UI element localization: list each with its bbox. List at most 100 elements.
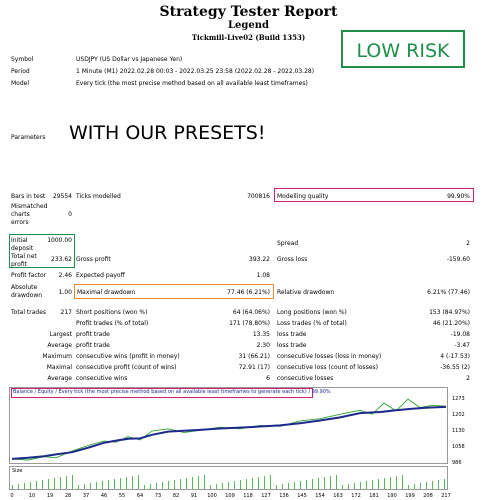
pf-label: Profit factor: [11, 272, 47, 279]
x-tick-label: 100: [207, 493, 217, 499]
x-tick-label: 208: [423, 493, 433, 499]
losstr-value: 46 (21.20%): [432, 320, 470, 327]
max-cons-losses-value: 4 (-17.53): [440, 353, 470, 360]
parameters-value: WITH OUR PRESETS!: [69, 122, 266, 144]
quality-highlight: [274, 188, 474, 202]
spread-value: 2: [466, 240, 470, 247]
pf-value: 2.46: [58, 272, 72, 279]
period-value: 1 Minute (M1) 2022.02.28 00:03 - 2022.03…: [76, 68, 315, 75]
netprofit-label: Total net profit: [11, 253, 37, 268]
period-label: Period: [11, 68, 30, 75]
chart-legend: Balance / Equity / Every tick (the most …: [13, 389, 331, 395]
mismatch-value: 0: [68, 211, 72, 218]
grossloss-label: Gross loss: [277, 256, 308, 263]
losstr-label: Loss trades (% of total): [277, 320, 347, 327]
bars-label: Bars in test: [11, 193, 46, 200]
server-label: Tickmill-Live02 (Build 1353): [191, 33, 306, 42]
avg-cons-losses-label: consecutive losses: [277, 375, 334, 382]
x-tick-label: 82: [173, 493, 179, 499]
max-cons-losses-label: consecutive losses (loss in money): [277, 353, 382, 360]
largest-profit-label: profit trade: [76, 331, 110, 338]
x-tick-label: 91: [191, 493, 197, 499]
largest-loss-label: loss trade: [277, 331, 307, 338]
average-profit-label: profit trade: [76, 342, 110, 349]
average-profit-value: 2.30: [256, 342, 270, 349]
model-label: Model: [11, 80, 30, 87]
trades-value: 217: [60, 309, 72, 316]
size-label: Size: [12, 468, 23, 474]
quality-value: 99.90%: [447, 193, 470, 200]
size-chart-frame: [9, 466, 448, 490]
mismatch-label: Mismatched charts errors: [11, 203, 48, 226]
x-tick-label: 46: [101, 493, 107, 499]
short-value: 64 (64.06%): [232, 309, 270, 316]
x-tick-label: 172: [351, 493, 361, 499]
average-loss-value: -3.47: [454, 342, 470, 349]
avg-cons-wins-value: 6: [266, 375, 270, 382]
profittr-value: 171 (78.80%): [229, 320, 270, 327]
x-tick-label: 10: [29, 493, 35, 499]
x-tick-label: 55: [119, 493, 125, 499]
x-tick-label: 217: [441, 493, 451, 499]
grossloss-value: -159.60: [446, 256, 470, 263]
deposit-label: Initial deposit: [11, 237, 34, 252]
x-tick-label: 0: [10, 493, 13, 499]
avg-cons-losses-value: 2: [466, 375, 470, 382]
maximal-cons-profit-value: 72.91 (17): [238, 364, 270, 371]
y-tick-label: 1058: [452, 444, 465, 450]
maximal-cons-profit-label: consecutive profit (count of wins): [76, 364, 177, 371]
equity-chart-frame: [9, 387, 448, 464]
trades-label: Total trades: [11, 309, 47, 316]
x-tick-label: 199: [405, 493, 415, 499]
reldd-label: Relative drawdown: [277, 289, 335, 296]
grossprofit-value: 393.22: [249, 256, 270, 263]
y-tick-label: 986: [452, 460, 462, 466]
ticks-label: Ticks modelled: [76, 193, 121, 200]
x-tick-label: 19: [47, 493, 53, 499]
x-tick-label: 109: [225, 493, 235, 499]
x-tick-label: 64: [137, 493, 143, 499]
x-tick-label: 118: [243, 493, 253, 499]
long-value: 153 (84.97%): [429, 309, 470, 316]
average-label: Average: [47, 342, 72, 349]
quality-label: Modelling quality: [277, 193, 329, 200]
model-value: Every tick (the most precise method base…: [76, 80, 308, 87]
maxdd-label: Maximal drawdown: [77, 289, 136, 296]
average-loss-label: loss trade: [277, 342, 307, 349]
long-label: Long positions (won %): [277, 309, 347, 316]
absdd-label: Absolute drawdown: [11, 284, 43, 299]
average2-label: Average: [47, 375, 72, 382]
legend-highlight: [11, 388, 313, 398]
deposit-highlight: [9, 234, 75, 268]
reldd-value: 6.21% (77.46): [427, 289, 470, 296]
report-subtitle: Legend: [227, 20, 269, 31]
x-tick-label: 163: [333, 493, 343, 499]
payoff-label: Expected payoff: [76, 272, 125, 279]
y-tick-label: 1202: [452, 412, 465, 418]
y-tick-label: 1273: [452, 396, 465, 402]
x-tick-label: 181: [369, 493, 379, 499]
bars-value: 29554: [52, 193, 72, 200]
short-label: Short positions (won %): [76, 309, 148, 316]
max-cons-wins-value: 31 (66.21): [238, 353, 270, 360]
x-tick-label: 28: [65, 493, 71, 499]
drawdown-highlight: [74, 284, 274, 299]
largest-label: Largest: [49, 331, 72, 338]
symbol-value: USDJPY (US Dollar vs Japanese Yen): [76, 56, 183, 63]
parameters-label: Parameters: [11, 134, 46, 141]
ticks-value: 700816: [247, 193, 270, 200]
max-cons-wins-label: consecutive wins (profit in money): [76, 353, 180, 360]
x-tick-label: 154: [315, 493, 325, 499]
maximal-cons-loss-value: -36.55 (2): [440, 364, 470, 371]
symbol-label: Symbol: [11, 56, 34, 63]
maxdd-value: 77.46 (6.21%): [227, 289, 270, 296]
grossprofit-label: Gross profit: [76, 256, 111, 263]
largest-profit-value: 13.35: [252, 331, 270, 338]
profittr-label: Profit trades (% of total): [76, 320, 149, 327]
x-tick-label: 190: [387, 493, 397, 499]
x-tick-label: 37: [83, 493, 89, 499]
netprofit-value: 233.62: [51, 256, 72, 263]
y-tick-label: 1130: [452, 428, 465, 434]
payoff-value: 1.08: [256, 272, 270, 279]
x-tick-label: 145: [297, 493, 307, 499]
